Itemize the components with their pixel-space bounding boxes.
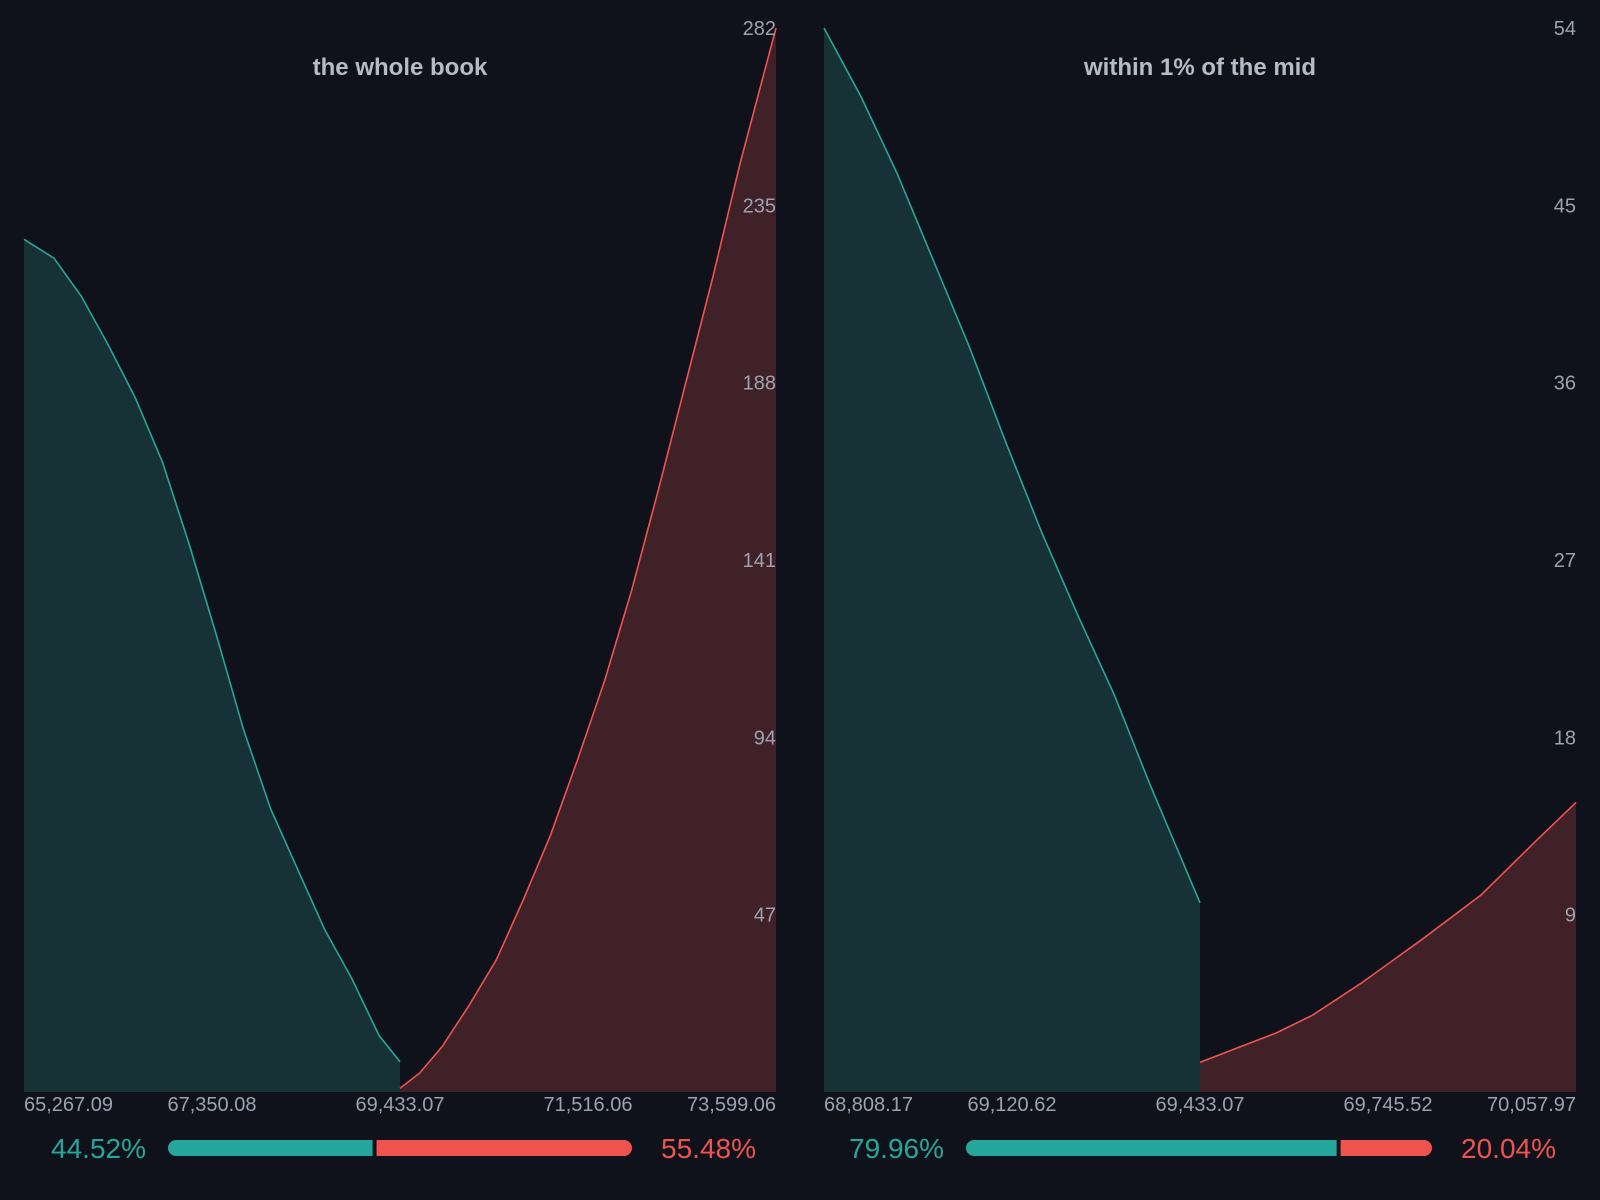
- x-tick-label: 69,745.52: [1344, 1094, 1433, 1116]
- y-tick-label: 27: [1554, 550, 1576, 572]
- bid-depth-area: [824, 28, 1200, 1092]
- ask-share-bar-end: [1340, 1140, 1351, 1156]
- y-tick-label: 18: [1554, 727, 1576, 749]
- bid-share-percent: 44.52%: [51, 1133, 146, 1164]
- x-tick-label: 68,808.17: [824, 1094, 913, 1116]
- bid-share-bar: [966, 1140, 1337, 1156]
- y-tick-label: 45: [1554, 195, 1576, 217]
- bid-share-bar: [168, 1140, 373, 1156]
- y-tick-label: 54: [1554, 18, 1576, 40]
- bid-depth-line: [23, 238, 401, 1063]
- ask-share-bar: [376, 1140, 632, 1156]
- ask-share-percent: 20.04%: [1461, 1133, 1556, 1164]
- y-tick-label: 235: [743, 195, 776, 217]
- bid-depth-line: [823, 27, 1201, 904]
- y-tick-label: 47: [754, 905, 776, 927]
- bid-share-bar-end: [1326, 1140, 1337, 1156]
- x-tick-label: 69,433.07: [1156, 1094, 1245, 1116]
- bid-share-bar-end: [362, 1140, 373, 1156]
- bid-share-percent: 79.96%: [849, 1133, 944, 1164]
- y-tick-label: 9: [1565, 905, 1576, 927]
- ask-share-bar-end: [376, 1140, 387, 1156]
- chart-title: the whole book: [313, 54, 488, 81]
- y-tick-label: 282: [743, 18, 776, 40]
- x-tick-label: 69,120.62: [968, 1094, 1057, 1116]
- x-tick-label: 65,267.09: [24, 1094, 113, 1116]
- ask-share-bar: [1340, 1140, 1432, 1156]
- whole-book-panel: the whole book 47 94 141 188 235 282 65,267.09 6…: [23, 18, 777, 1164]
- within-1pct-panel: within 1% of the mid 9 18 27 36 45 54 68,808.17…: [823, 18, 1577, 1164]
- x-tick-label: 73,599.06: [687, 1094, 776, 1116]
- ask-depth-area: [1200, 802, 1576, 1092]
- ask-depth-line: [399, 27, 777, 1089]
- ask-depth-area: [400, 28, 776, 1092]
- y-tick-label: 94: [754, 727, 776, 749]
- ask-depth-line: [1199, 801, 1577, 1064]
- x-tick-label: 67,350.08: [168, 1094, 257, 1116]
- x-tick-label: 70,057.97: [1487, 1094, 1576, 1116]
- x-tick-label: 69,433.07: [356, 1094, 445, 1116]
- y-tick-label: 141: [743, 550, 776, 572]
- y-tick-label: 188: [743, 373, 776, 395]
- chart-title: within 1% of the mid: [1083, 54, 1316, 81]
- y-tick-label: 36: [1554, 373, 1576, 395]
- bid-depth-area: [24, 239, 400, 1093]
- ask-share-percent: 55.48%: [661, 1133, 756, 1164]
- x-tick-label: 71,516.06: [544, 1094, 633, 1116]
